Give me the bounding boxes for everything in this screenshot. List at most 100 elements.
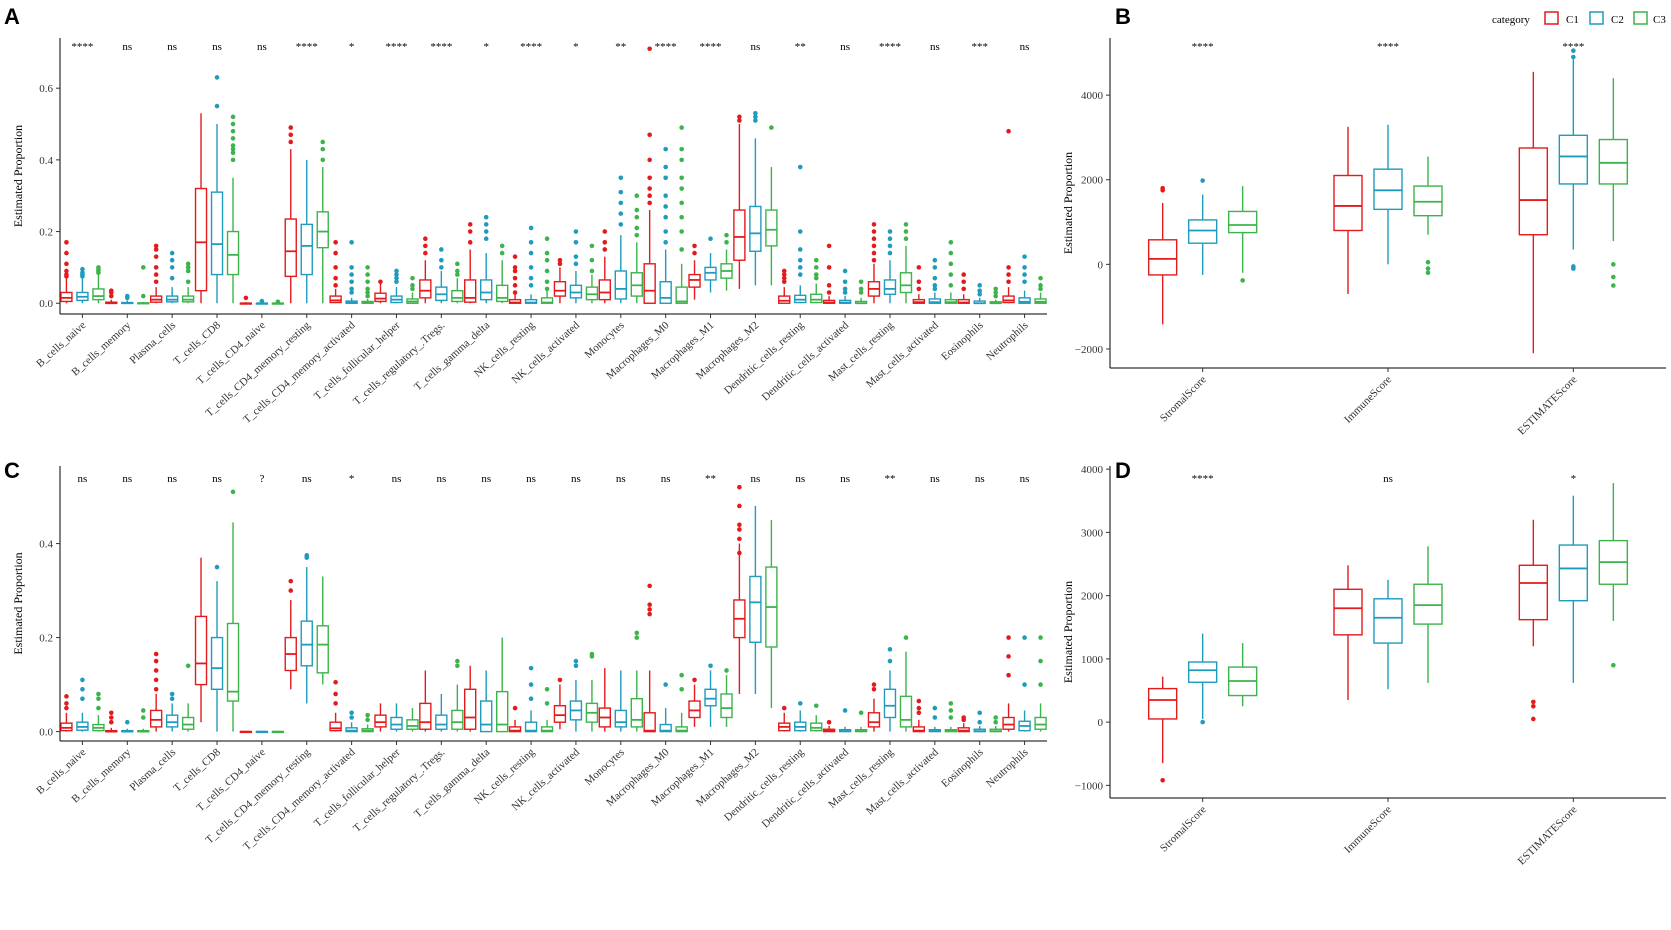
outlier-point-a-c3 (365, 293, 370, 299)
outlier-point-a-c3 (769, 125, 774, 130)
box-a-c1 (733, 114, 746, 289)
outlier-point-a-c3 (679, 214, 684, 220)
outlier-point-c-c1 (333, 701, 338, 706)
outlier-point-a-c2 (842, 279, 848, 285)
outlier-point-c-c2 (977, 719, 983, 725)
iqr-box-a-c3 (675, 286, 688, 304)
outlier-point-a-c3 (948, 250, 954, 256)
box-c-c2 (524, 665, 538, 733)
box-a-c3 (810, 257, 823, 304)
outlier-point-a-c1 (871, 250, 877, 256)
x-tick-label-b: ImmuneScore (1342, 374, 1394, 426)
box-a-c3 (540, 236, 554, 304)
iqr-box-a-c3 (92, 288, 105, 301)
outlier-point-c-c1 (916, 698, 922, 704)
box-a-c3 (989, 286, 1002, 305)
iqr-box-c-c2 (210, 636, 224, 690)
box-d-c1 (1518, 519, 1549, 722)
outlier-point-a-c1 (826, 283, 832, 288)
outlier-point-a-c3 (813, 275, 819, 281)
outlier-point-b-c3 (1240, 278, 1245, 283)
outlier-point-b-c3 (1611, 283, 1616, 288)
outlier-point-d-c1 (1531, 704, 1536, 709)
outlier-point-a-c2 (169, 250, 175, 256)
iqr-box-c-c3 (810, 722, 823, 732)
outlier-point-a-c3 (365, 279, 370, 285)
iqr-box-c-c1 (867, 712, 881, 728)
outlier-point-a-c1 (333, 275, 338, 281)
box-b-c1 (1147, 185, 1178, 325)
panel-label-d: D (1115, 458, 1131, 483)
iqr-box-a-c2 (480, 279, 493, 301)
outlier-point-a-c2 (932, 257, 938, 263)
outlier-point-c-c1 (1006, 654, 1011, 659)
significance-label-c: ns (840, 473, 850, 485)
significance-label-a: * (349, 41, 355, 53)
outlier-point-a-c3 (230, 121, 236, 127)
box-c-c1 (149, 651, 163, 732)
outlier-point-a-c2 (1022, 254, 1027, 259)
x-tick-label-c: Eosinophils (939, 746, 986, 790)
iqr-box-d-c1 (1147, 687, 1178, 720)
outlier-point-a-c1 (557, 261, 563, 267)
outlier-point-c-c2 (349, 710, 354, 716)
outlier-point-a-c1 (333, 283, 338, 288)
outlier-point-a-c3 (455, 261, 460, 267)
box-a-c1 (553, 257, 567, 304)
box-a-c3 (271, 299, 285, 305)
box-c-c3 (899, 635, 913, 732)
box-a-c3 (137, 265, 150, 305)
outlier-point-c-c2 (528, 665, 534, 671)
outlier-point-a-c1 (692, 243, 697, 249)
box-c-c1 (598, 668, 611, 732)
iqr-box-c-c2 (165, 714, 179, 728)
outlier-point-c-c1 (288, 588, 294, 593)
x-tick-label-a: Monocytes (582, 319, 626, 361)
iqr-box-c-c2 (883, 688, 897, 719)
outlier-point-a-c1 (64, 268, 69, 274)
outlier-point-a-c2 (214, 103, 220, 109)
outlier-point-a-c3 (679, 200, 684, 206)
outlier-point-c-c2 (573, 663, 579, 669)
outlier-point-a-c1 (423, 250, 428, 256)
outlier-point-c-c2 (708, 663, 713, 669)
outlier-point-a-c3 (1038, 275, 1043, 281)
outlier-point-a-c2 (394, 275, 399, 281)
outlier-point-a-c2 (887, 236, 893, 242)
iqr-box-a-c1 (374, 292, 387, 303)
outlier-point-a-c3 (993, 286, 999, 292)
outlier-point-a-c3 (993, 290, 999, 295)
significance-label-b: **** (1562, 41, 1584, 53)
outlier-point-c-c3 (230, 489, 236, 495)
outlier-point-c-c1 (153, 677, 159, 683)
outlier-point-c-c1 (871, 686, 877, 692)
box-c-c3 (92, 691, 105, 732)
outlier-point-a-c3 (365, 272, 370, 277)
outlier-point-a-c2 (663, 204, 668, 209)
significance-label-c: ns (795, 473, 805, 485)
iqr-box-c-c1 (329, 721, 342, 732)
y-tick-label-d: 1000 (1081, 654, 1104, 666)
outlier-point-a-c2 (977, 288, 983, 294)
iqr-box-c-c2 (345, 727, 358, 733)
outlier-point-c-c1 (961, 717, 967, 723)
iqr-box-c-c1 (957, 727, 970, 733)
box-c-c2 (614, 670, 627, 732)
x-tick-label-a: T_cells_follicular_helper (312, 319, 403, 403)
box-c-c1 (957, 715, 970, 733)
significance-label-c: ns (481, 473, 491, 485)
outlier-point-a-c3 (634, 207, 640, 213)
box-a-c3 (496, 243, 509, 304)
significance-label-a: ns (840, 41, 850, 53)
box-c-c2 (1018, 635, 1031, 732)
outlier-point-a-c2 (708, 236, 713, 242)
box-c-c1 (867, 682, 881, 732)
outlier-point-a-c1 (243, 295, 249, 301)
iqr-box-c-c3 (675, 726, 688, 733)
box-d-c2 (1187, 633, 1218, 725)
legend-key-c2 (1589, 11, 1604, 25)
iqr-box-c-c1 (1002, 716, 1015, 730)
outlier-point-c-c2 (1022, 635, 1027, 640)
iqr-box-c-c1 (60, 722, 73, 732)
